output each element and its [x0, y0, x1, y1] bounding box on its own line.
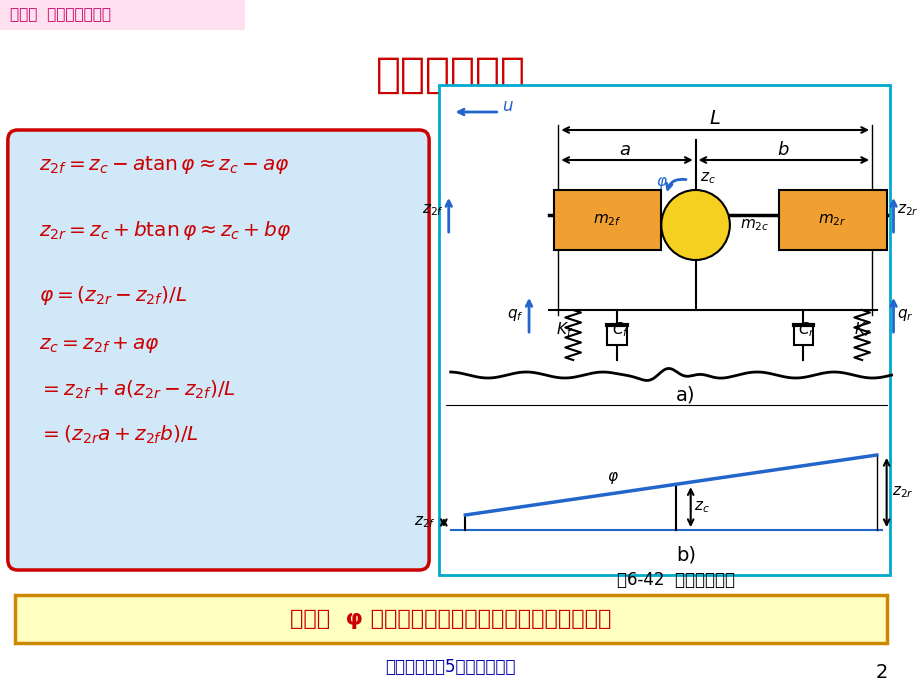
Text: $=z_{2f}+a(z_{2r}-z_{2f})/L$: $=z_{2f}+a(z_{2r}-z_{2f})/L$ [40, 379, 236, 401]
Text: $z_c$: $z_c$ [693, 500, 709, 515]
Text: $z_{2r}$: $z_{2r}$ [896, 202, 918, 218]
Text: $z_{2f}=z_c-a\tan\varphi\approx z_c-a\varphi$: $z_{2f}=z_c-a\tan\varphi\approx z_c-a\va… [40, 154, 289, 176]
Text: $\varphi$: $\varphi$ [607, 470, 618, 486]
FancyBboxPatch shape [438, 85, 889, 575]
Text: $K_r$: $K_r$ [854, 321, 870, 339]
Text: $=(z_{2r}a+z_{2f}b)/L$: $=(z_{2r}a+z_{2f}b)/L$ [40, 424, 199, 446]
Text: $z_{2f}$: $z_{2f}$ [414, 515, 436, 531]
Text: $L$: $L$ [709, 108, 720, 128]
Text: $C_r$: $C_r$ [798, 321, 815, 339]
Text: $C_f$: $C_f$ [612, 321, 630, 339]
Text: b): b) [675, 546, 695, 564]
Text: 2: 2 [875, 664, 887, 682]
Bar [793, 325, 812, 345]
Text: $z_{2f}$: $z_{2f}$ [422, 202, 443, 218]
Bar [553, 190, 661, 250]
Text: $z_c=z_{2f}+a\varphi$: $z_c=z_{2f}+a\varphi$ [40, 335, 160, 355]
Text: 第五节  双轴汽车的振动: 第五节 双轴汽车的振动 [10, 8, 110, 23]
Text: $u$: $u$ [501, 97, 513, 115]
FancyBboxPatch shape [15, 595, 886, 643]
Text: $\varphi=(z_{2r}-z_{2f})/L$: $\varphi=(z_{2r}-z_{2f})/L$ [40, 284, 187, 306]
FancyBboxPatch shape [8, 130, 428, 570]
Text: $a$: $a$ [618, 141, 630, 159]
Text: $b$: $b$ [777, 141, 789, 159]
Text: a): a) [675, 386, 695, 404]
Text: $z_c$: $z_c$ [699, 170, 716, 186]
Bar [607, 325, 627, 345]
Text: 图6-42  车身振动模型: 图6-42 车身振动模型 [617, 571, 734, 589]
Text: $\varphi$: $\varphi$ [655, 175, 667, 191]
FancyBboxPatch shape [0, 0, 244, 30]
Text: 一、振型分析: 一、振型分析 [375, 54, 525, 96]
Circle shape [661, 190, 729, 260]
Text: $m_{2f}$: $m_{2f}$ [593, 212, 621, 228]
Text: 汽车理论（第5版）教学课件: 汽车理论（第5版）教学课件 [385, 658, 516, 676]
Text: $m_{2r}$: $m_{2r}$ [818, 212, 846, 228]
Text: $z_{2r}$: $z_{2r}$ [891, 484, 913, 500]
Text: $q_f$: $q_f$ [507, 307, 524, 323]
Text: $K_f$: $K_f$ [556, 321, 573, 339]
Text: $q_r$: $q_r$ [896, 307, 913, 323]
Text: $m_{2c}$: $m_{2c}$ [739, 217, 768, 233]
Bar [778, 190, 886, 250]
Text: 思考：  φ 与哪些因素有关？什么条件下其值最大？: 思考： φ 与哪些因素有关？什么条件下其值最大？ [289, 609, 611, 629]
Text: $z_{2r}=z_c+b\tan\varphi\approx z_c+b\varphi$: $z_{2r}=z_c+b\tan\varphi\approx z_c+b\va… [40, 219, 291, 241]
